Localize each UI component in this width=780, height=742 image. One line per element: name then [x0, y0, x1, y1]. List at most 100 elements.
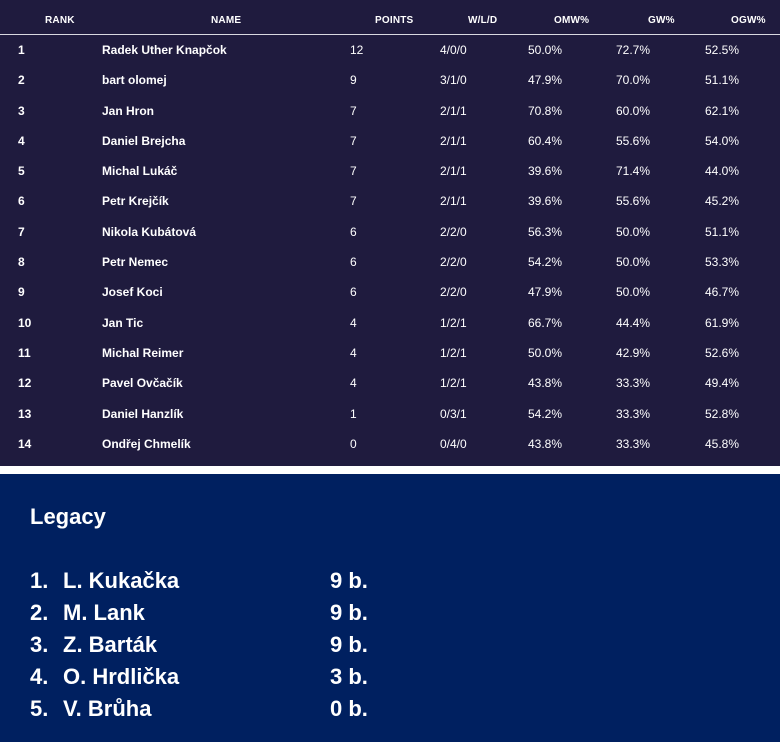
cell-omw: 56.3% [528, 224, 563, 239]
cell-omw: 50.0% [528, 345, 563, 360]
cell-gw: 50.0% [616, 224, 651, 239]
cell-points: 6 [350, 285, 357, 300]
table-row: 12 Pavel Ovčačík 4 1/2/1 43.8% 33.3% 49.4% [0, 368, 780, 398]
cell-name: Petr Krejčík [102, 194, 169, 209]
legacy-name: L. Kukačka [63, 568, 180, 593]
cell-omw: 66.7% [528, 315, 563, 330]
cell-ogw: 62.1% [705, 103, 740, 118]
header-ogw[interactable]: OGW% [731, 15, 766, 26]
cell-ogw: 51.1% [705, 224, 740, 239]
cell-wld: 3/1/0 [440, 73, 467, 88]
cell-ogw: 46.7% [705, 285, 740, 300]
legacy-num: 1. [30, 568, 49, 593]
table-row: 4 Daniel Brejcha 7 2/1/1 60.4% 55.6% 54.0% [0, 126, 780, 156]
legacy-list-item: 3. Z. Barták 9 b. [30, 632, 750, 664]
legacy-name: Z. Barták [63, 632, 158, 657]
cell-wld: 2/2/0 [440, 255, 467, 270]
cell-wld: 4/0/0 [440, 43, 467, 57]
cell-points: 4 [350, 376, 357, 391]
header-name[interactable]: NAME [211, 15, 242, 26]
cell-rank: 12 [18, 376, 32, 391]
cell-name: Michal Lukáč [102, 164, 178, 179]
header-rank[interactable]: RANK [45, 15, 75, 26]
cell-gw: 50.0% [616, 285, 651, 300]
header-wld[interactable]: W/L/D [468, 15, 498, 26]
cell-name: Petr Nemec [102, 255, 169, 270]
cell-name: Josef Koci [102, 285, 163, 300]
cell-gw: 33.3% [616, 406, 651, 421]
cell-gw: 70.0% [616, 73, 651, 88]
cell-gw: 55.6% [616, 194, 651, 209]
legacy-points: 9 b. [330, 568, 368, 593]
cell-points: 7 [350, 194, 357, 209]
cell-points: 7 [350, 103, 357, 118]
legacy-points: 9 b. [330, 632, 368, 657]
cell-name: Daniel Hanzlík [102, 406, 184, 421]
cell-wld: 1/2/1 [440, 345, 467, 360]
table-row: 7 Nikola Kubátová 6 2/2/0 56.3% 50.0% 51.1% [0, 217, 780, 247]
cell-wld: 2/1/1 [440, 133, 467, 148]
cell-points: 4 [350, 315, 357, 330]
cell-wld: 1/2/1 [440, 376, 467, 391]
table-row: 9 Josef Koci 6 2/2/0 47.9% 50.0% 46.7% [0, 277, 780, 307]
table-body: 1 Radek Uther Knapčok 12 4/0/0 50.0% 72.7% 52.… [0, 35, 780, 459]
cell-rank: 7 [18, 224, 25, 239]
header-omw[interactable]: OMW% [554, 15, 590, 26]
table-row: 10 Jan Tic 4 1/2/1 66.7% 44.4% 61.9% [0, 308, 780, 338]
cell-points: 6 [350, 255, 357, 270]
cell-gw: 42.9% [616, 345, 651, 360]
legacy-num: 2. [30, 600, 49, 625]
legacy-list-item: 4. O. Hrdlička 3 b. [30, 664, 750, 696]
legacy-title: Legacy [30, 504, 106, 529]
table-row: 13 Daniel Hanzlík 1 0/3/1 54.2% 33.3% 52.8% [0, 399, 780, 429]
cell-omw: 70.8% [528, 103, 563, 118]
cell-omw: 39.6% [528, 194, 563, 209]
cell-points: 4 [350, 345, 357, 360]
cell-name: Pavel Ovčačík [102, 376, 183, 391]
cell-points: 7 [350, 164, 357, 179]
cell-rank: 11 [18, 345, 31, 360]
cell-ogw: 51.1% [705, 73, 740, 88]
table-row: 5 Michal Lukáč 7 2/1/1 39.6% 71.4% 44.0% [0, 156, 780, 186]
legacy-num: 4. [30, 664, 49, 689]
cell-omw: 50.0% [528, 43, 563, 57]
cell-wld: 1/2/1 [440, 315, 467, 330]
cell-omw: 43.8% [528, 376, 563, 391]
header-points[interactable]: POINTS [375, 15, 414, 26]
cell-rank: 4 [18, 133, 25, 148]
cell-wld: 0/3/1 [440, 406, 467, 421]
legacy-list-item: 2. M. Lank 9 b. [30, 600, 750, 632]
cell-gw: 50.0% [616, 255, 651, 270]
cell-omw: 54.2% [528, 255, 563, 270]
legacy-panel: Legacy 1. L. Kukačka 9 b. 2. M. Lank 9 b. 3. Z.… [0, 474, 780, 742]
cell-ogw: 52.6% [705, 345, 740, 360]
cell-gw: 33.3% [616, 436, 651, 451]
table-row: 14 Ondřej Chmelík 0 0/4/0 43.8% 33.3% 45.8% [0, 429, 780, 459]
legacy-points: 3 b. [330, 664, 368, 689]
cell-rank: 10 [18, 315, 32, 330]
cell-ogw: 44.0% [705, 164, 740, 179]
cell-gw: 44.4% [616, 315, 651, 330]
cell-ogw: 54.0% [705, 133, 740, 148]
cell-omw: 60.4% [528, 133, 563, 148]
standings-table: RANK NAME POINTS W/L/D OMW% GW% OGW% 1 Ra… [0, 0, 780, 466]
cell-wld: 2/2/0 [440, 224, 467, 239]
section-divider [0, 466, 780, 474]
cell-rank: 5 [18, 164, 25, 179]
cell-ogw: 45.2% [705, 194, 740, 209]
cell-gw: 60.0% [616, 103, 651, 118]
cell-name: Daniel Brejcha [102, 133, 186, 148]
cell-name: bart olomej [102, 73, 167, 88]
cell-points: 7 [350, 133, 357, 148]
legacy-num: 3. [30, 632, 49, 657]
cell-gw: 55.6% [616, 133, 651, 148]
legacy-name: O. Hrdlička [63, 664, 180, 689]
cell-wld: 2/1/1 [440, 103, 467, 118]
table-header: RANK NAME POINTS W/L/D OMW% GW% OGW% [0, 0, 780, 35]
cell-wld: 2/2/0 [440, 285, 467, 300]
header-gw[interactable]: GW% [648, 15, 675, 26]
cell-omw: 39.6% [528, 164, 563, 179]
cell-name: Jan Tic [102, 315, 144, 330]
cell-rank: 8 [18, 255, 25, 270]
cell-name: Jan Hron [102, 103, 155, 118]
